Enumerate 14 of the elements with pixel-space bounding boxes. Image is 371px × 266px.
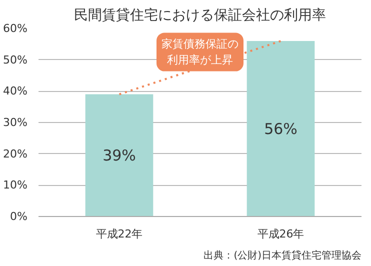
x-tick-label: 平成22年 — [96, 228, 143, 240]
data-label: 56% — [264, 120, 298, 138]
y-tick-label: 60% — [3, 22, 28, 35]
y-tick-label: 0% — [10, 210, 28, 223]
annotation: 家賃債務保証の利用率が上昇 — [162, 38, 238, 66]
y-tick-label: 30% — [3, 116, 28, 129]
source-note: 出典：(公財)日本賃貸住宅管理協会 — [204, 250, 362, 262]
x-tick-label: 平成26年 — [257, 228, 304, 240]
chart-title: 民間賃貸住宅における保証会社の利用率 — [74, 8, 326, 24]
y-tick-label: 20% — [3, 147, 28, 160]
y-tick-label: 40% — [3, 84, 28, 98]
data-label: 39% — [102, 146, 136, 164]
y-tick-label: 10% — [3, 178, 28, 192]
y-tick-label: 50% — [3, 53, 28, 66]
